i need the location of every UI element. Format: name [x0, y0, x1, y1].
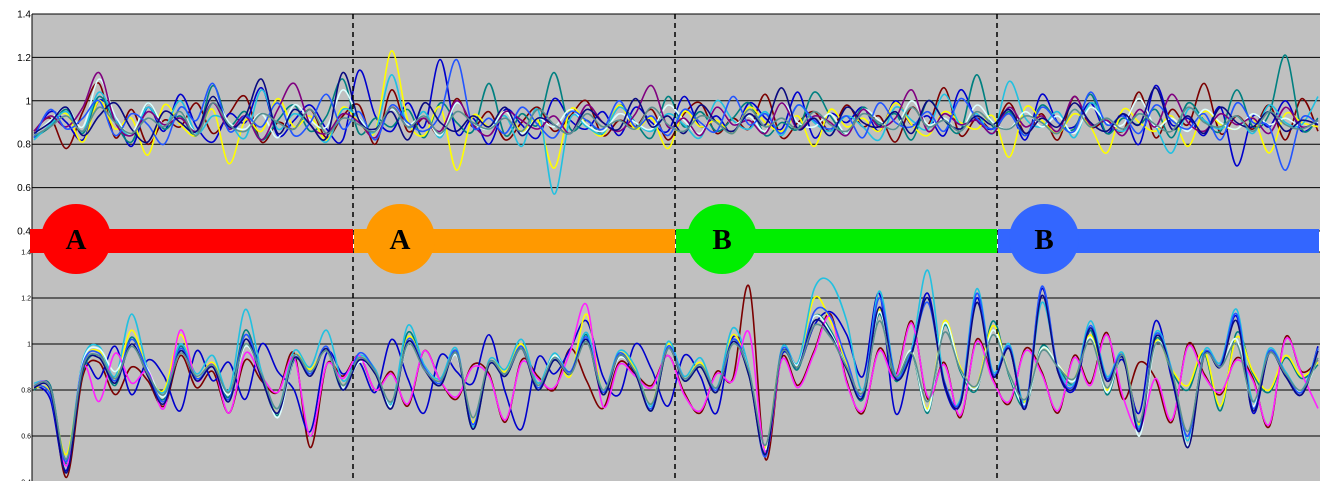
- bottom-series-line: [33, 302, 1319, 467]
- segment-dividers: [352, 14, 998, 481]
- bottom-y-tick-label: 1.4: [21, 249, 31, 256]
- segment-marker: [365, 204, 435, 274]
- top-y-tick-label: 1: [25, 96, 31, 107]
- segment-label: A: [66, 224, 87, 256]
- bottom-series-line: [33, 320, 1319, 460]
- top-y-tick-label: 0.6: [17, 183, 31, 194]
- segment-marker: [687, 204, 757, 274]
- bottom-y-tick-label: 0.6: [21, 433, 31, 440]
- bottom-y-tick-label: 1: [27, 341, 31, 348]
- top-series-line: [33, 102, 1319, 137]
- top-series-line: [33, 78, 1319, 139]
- segment-label: B: [1034, 224, 1053, 256]
- bottom-series-group: [33, 269, 1319, 479]
- bottom-y-tick-label: 0.8: [21, 387, 31, 394]
- top-y-tick-label: 0.8: [17, 140, 31, 151]
- bottom-plot-area: [32, 252, 1320, 481]
- bottom-y-tick-label: 0.4: [21, 479, 31, 481]
- top-y-tick-label: 1.2: [17, 53, 31, 64]
- bottom-series-line: [33, 269, 1319, 460]
- segment-label: A: [390, 224, 411, 256]
- bottom-series-line: [33, 294, 1319, 474]
- segment-marker: [1009, 204, 1079, 274]
- segment-label: B: [712, 224, 731, 256]
- bottom-y-tick-label: 1.2: [21, 295, 31, 302]
- bottom-chart-panel: 1.4 1.2 1 0.8 0.6 0.4: [21, 249, 1320, 481]
- top-chart-panel: 1.4 1.2 1 0.8 0.6 0.4: [17, 10, 1320, 238]
- top-y-tick-label: 1.4: [17, 10, 31, 21]
- top-y-tick-label: 0.4: [17, 227, 31, 238]
- segment-marker: [41, 204, 111, 274]
